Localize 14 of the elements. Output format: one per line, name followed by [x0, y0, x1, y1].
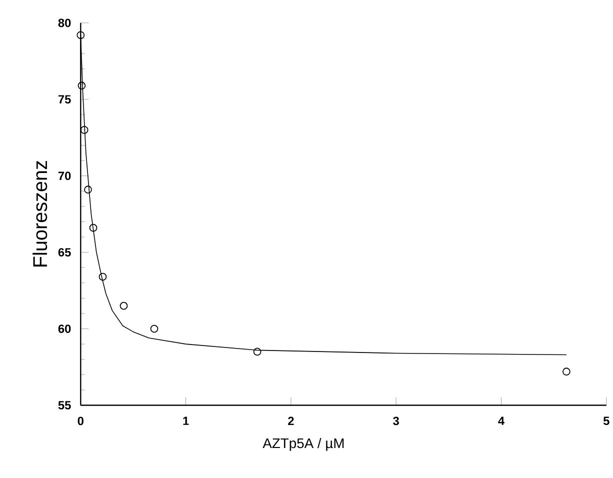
x-axis-title: AZTp5A / µM: [262, 438, 344, 451]
y-tick-label: 80: [58, 18, 71, 28]
x-tick-label: 3: [393, 416, 399, 426]
y-tick-label: 55: [58, 401, 71, 410]
x-tick-label: 5: [603, 416, 610, 426]
y-axis-title: Fluoreszenz: [32, 161, 48, 267]
x-tick-label: 0: [78, 416, 84, 426]
y-tick-label: 75: [58, 95, 71, 104]
x-tick-label: 2: [288, 416, 294, 426]
y-tick-label: 65: [58, 248, 71, 257]
x-tick-label: 4: [498, 416, 504, 425]
y-tick-label: 70: [58, 172, 71, 180]
x-tick-label: 1: [183, 416, 189, 425]
y-tick-label: 60: [58, 324, 71, 334]
